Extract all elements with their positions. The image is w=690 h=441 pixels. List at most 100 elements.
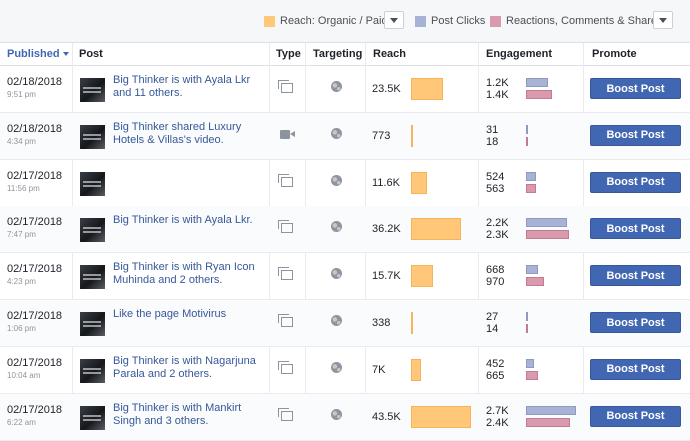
reach-dropdown-button[interactable] [384,11,404,29]
reactions-bar [526,277,544,287]
published-date: 02/17/2018 [7,216,63,229]
table-row: 02/17/2018 7:47 pm Big Thinker is with Aya… [0,206,690,254]
legend-reach-label: Reach: Organic / Paid [280,15,388,27]
post-clicks-value: 1.2K [486,77,509,89]
boost-post-button[interactable]: Boost Post [590,218,681,240]
table-row: 02/17/2018 4:23 pm Big Thinker is with Rya… [0,253,690,301]
reactions-bar [526,183,537,193]
boost-post-button[interactable]: Boost Post [590,312,681,333]
post-link[interactable]: Big Thinker is with Ryan Icon Muhinda an… [113,261,255,287]
photo-icon [278,173,293,187]
post-clicks-value: 2.7K [486,404,509,417]
legend-reactions: Reactions, Comments & Shares [490,13,663,29]
globe-icon [331,174,342,186]
post-clicks-bar [526,405,576,415]
post-clicks-value: 668 [486,264,505,277]
sort-published-header[interactable]: Published [7,48,69,60]
photo-icon [278,314,293,327]
reach-value: 338 [372,317,391,329]
table-row: 02/17/2018 10:04 am Big Thinker is with Na… [0,347,690,394]
boost-post-button[interactable]: Boost Post [590,78,681,99]
table-header: Published Post Type Targeting Reach Enga… [0,43,690,66]
post-clicks-bar [526,218,567,228]
boost-post-button[interactable]: Boost Post [590,124,681,146]
table-row: 02/17/2018 11:56 pm 11.6K 524 563 Boost Post [0,160,690,207]
photo-icon [278,80,293,93]
reactions-value: 18 [486,135,499,148]
reach-bar [411,171,427,194]
published-date: 02/17/2018 [7,356,63,369]
promote-header: Promote [592,48,637,60]
reach-bar [411,405,471,428]
reactions-value: 1.4K [486,89,509,101]
reach-value: 11.6K [372,176,400,189]
post-thumbnail[interactable] [80,405,105,430]
reactions-bar [526,417,571,427]
published-time: 4:34 pm [7,136,36,146]
published-date: 02/18/2018 [7,76,63,88]
photo-icon [278,360,293,374]
boost-post-button[interactable]: Boost Post [590,265,681,287]
post-clicks-bar [526,265,539,275]
reactions-bar [526,90,552,99]
post-link[interactable]: Big Thinker is with Ayala Lkr and 11 oth… [113,74,251,99]
boost-post-button[interactable]: Boost Post [590,405,681,427]
published-time: 7:47 pm [7,230,36,240]
post-clicks-value: 31 [486,123,499,136]
reach-value: 15.7K [372,270,401,283]
reach-value: 36.2K [372,223,401,236]
reactions-bar [526,370,539,380]
post-link[interactable]: Big Thinker is with Nagarjuna Parala and… [113,354,256,380]
globe-icon [331,127,342,139]
reactions-bar [526,136,528,146]
post-clicks-bar [526,171,536,181]
post-clicks-bar [526,312,528,321]
published-date: 02/17/2018 [7,310,63,322]
reach-bar [411,358,421,381]
post-link[interactable]: Like the page Motivirus [113,308,227,320]
post-thumbnail[interactable] [80,358,105,383]
reactions-value: 970 [486,276,505,289]
post-thumbnail[interactable] [80,124,105,149]
post-clicks-value: 452 [486,357,505,370]
post-thumbnail[interactable] [80,265,105,290]
reach-bar [411,78,444,100]
globe-icon [331,315,342,326]
reactions-value: 665 [486,369,505,382]
boost-post-button[interactable]: Boost Post [590,171,681,193]
reach-value: 773 [372,129,391,142]
photo-icon [278,267,293,281]
post-thumbnail[interactable] [80,171,105,196]
targeting-header: Targeting [313,48,363,60]
legend-reactions-swatch [490,15,501,27]
published-header-label: Published [7,48,60,60]
reach-value: 43.5K [372,410,401,423]
reactions-value: 2.4K [486,416,509,429]
legend-reach: Reach: Organic / Paid [264,13,388,29]
reach-value: 23.5K [372,83,401,95]
reactions-dropdown-button[interactable] [653,11,673,29]
published-time: 9:51 pm [7,90,36,99]
table-row: 02/17/2018 6:22 am Big Thinker is with Man… [0,393,690,441]
chart-legend-bar: Reach: Organic / Paid Post Clicks Reacti… [0,0,690,43]
photo-icon [278,220,293,234]
reach-value: 7K [372,363,386,376]
post-link[interactable]: Big Thinker shared Luxury Hotels & Villa… [113,120,242,146]
boost-post-button[interactable]: Boost Post [590,358,681,380]
legend-reach-swatch [264,15,275,27]
reach-header: Reach [373,48,407,60]
reactions-value: 2.3K [486,229,509,242]
post-thumbnail[interactable] [80,78,105,102]
legend-reactions-label: Reactions, Comments & Shares [506,15,663,27]
legend-post-clicks: Post Clicks [415,13,485,29]
reactions-value: 14 [486,323,499,335]
post-thumbnail[interactable] [80,312,105,336]
published-time: 1:06 pm [7,324,36,333]
post-thumbnail[interactable] [80,218,105,243]
legend-clicks-label: Post Clicks [431,15,486,27]
reach-bar [411,312,413,334]
post-link[interactable]: Big Thinker is with Ayala Lkr. [113,214,253,227]
published-date: 02/18/2018 [7,122,63,135]
post-link[interactable]: Big Thinker is with Mankirt Singh and 3 … [113,401,242,427]
published-date: 02/17/2018 [7,169,63,182]
